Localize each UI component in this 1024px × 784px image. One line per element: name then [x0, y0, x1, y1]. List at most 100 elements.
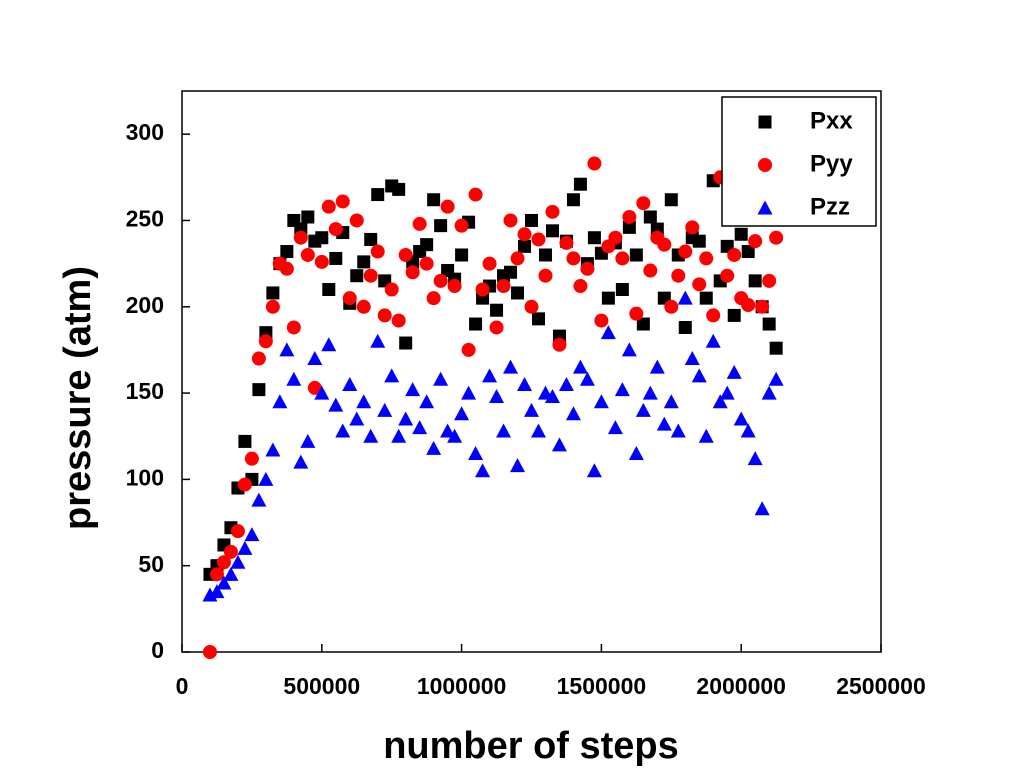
data-point — [307, 380, 322, 395]
data-point — [518, 239, 532, 253]
data-point — [677, 290, 693, 305]
data-point — [726, 364, 742, 379]
data-point — [629, 248, 643, 262]
y-tick-label: 300 — [126, 119, 164, 145]
data-point — [475, 463, 491, 478]
data-point — [720, 268, 735, 283]
data-point — [755, 299, 770, 314]
data-point — [734, 227, 748, 241]
data-point — [216, 555, 231, 570]
data-point — [434, 219, 448, 233]
data-point — [517, 376, 533, 391]
legend-label: Pyy — [810, 150, 853, 177]
data-point — [419, 256, 434, 271]
data-point — [768, 371, 784, 386]
data-point — [642, 385, 658, 400]
data-point — [454, 406, 470, 421]
y-axis-title: pressure (atm) — [57, 266, 99, 530]
data-point — [293, 230, 308, 245]
data-point — [748, 234, 763, 249]
data-point — [209, 567, 224, 582]
data-point — [573, 177, 587, 191]
data-point — [699, 291, 713, 305]
data-point — [440, 423, 456, 438]
data-point — [300, 433, 316, 448]
data-point — [482, 368, 498, 383]
data-point — [769, 230, 784, 245]
data-point — [636, 317, 650, 331]
data-point — [307, 351, 323, 366]
data-point — [747, 451, 763, 466]
data-point — [384, 282, 399, 297]
data-point — [314, 254, 329, 269]
data-point — [761, 385, 777, 400]
data-point — [699, 251, 714, 266]
data-point — [607, 420, 623, 435]
data-point — [237, 477, 252, 492]
data-point — [279, 342, 295, 357]
data-point — [468, 445, 484, 460]
data-point — [433, 371, 449, 386]
plot-frame — [181, 90, 882, 653]
data-point — [503, 213, 518, 228]
data-point — [286, 371, 302, 386]
data-point — [237, 540, 253, 555]
data-point — [405, 265, 420, 280]
data-point — [692, 277, 707, 292]
data-point — [230, 524, 245, 539]
data-point — [405, 382, 421, 397]
data-point — [538, 268, 553, 283]
data-point — [202, 645, 217, 659]
data-point — [608, 230, 623, 245]
data-point — [719, 385, 735, 400]
data-point — [258, 471, 274, 486]
data-point — [258, 334, 273, 349]
data-point — [727, 308, 741, 322]
data-point — [601, 291, 615, 305]
data-point — [586, 463, 602, 478]
data-point — [377, 308, 392, 323]
data-point — [593, 394, 609, 409]
data-point — [328, 222, 343, 237]
data-point — [315, 231, 329, 245]
data-point — [566, 251, 581, 266]
data-point — [419, 394, 435, 409]
legend-symbol — [758, 115, 772, 129]
data-point — [266, 286, 280, 300]
data-point — [558, 376, 574, 391]
data-point — [594, 313, 609, 328]
data-point — [398, 411, 414, 426]
data-point — [370, 244, 385, 259]
data-point — [684, 351, 700, 366]
data-point — [454, 218, 469, 233]
data-point — [572, 359, 588, 374]
x-tick-label: 1500000 — [557, 673, 647, 699]
data-point — [335, 423, 351, 438]
data-point — [342, 376, 358, 391]
data-point — [251, 351, 266, 366]
data-point — [265, 299, 280, 314]
data-point — [475, 282, 490, 297]
data-point — [433, 273, 448, 288]
data-point — [629, 306, 644, 321]
data-point — [489, 320, 504, 335]
data-point — [455, 248, 469, 262]
data-point — [293, 454, 309, 469]
data-point — [579, 371, 595, 386]
data-point — [216, 575, 232, 590]
data-point — [461, 385, 477, 400]
data-point — [615, 251, 630, 266]
x-tick-label: 1000000 — [417, 673, 507, 699]
data-point — [370, 333, 386, 348]
data-point — [363, 428, 379, 443]
data-point — [496, 423, 512, 438]
data-point — [426, 291, 441, 306]
data-point — [510, 458, 526, 473]
legend-label: Pxx — [810, 107, 853, 134]
y-tick-label: 200 — [126, 292, 164, 318]
data-point — [251, 492, 267, 507]
data-point — [657, 237, 672, 252]
data-point — [643, 263, 658, 278]
data-point — [335, 194, 350, 209]
data-point — [349, 411, 365, 426]
